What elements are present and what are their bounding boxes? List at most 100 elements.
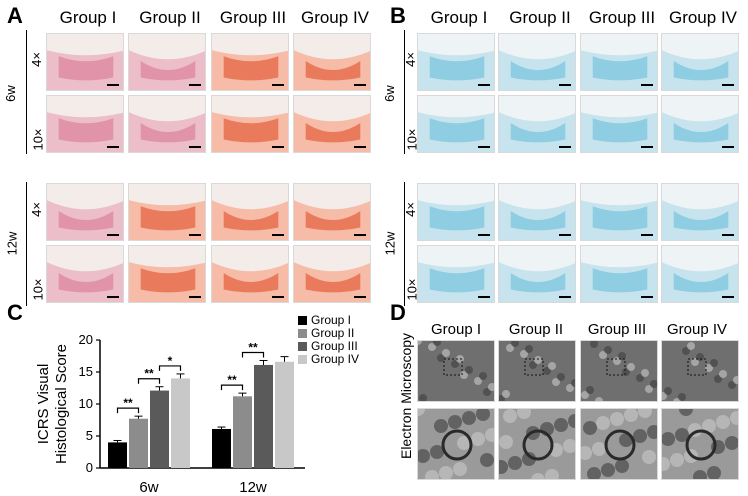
bar-6w-group-i bbox=[108, 442, 127, 468]
significance-bracket bbox=[241, 351, 265, 358]
panel-a-tile-r3-c4 bbox=[293, 183, 371, 241]
panel-b-tile-r4-c4 bbox=[661, 245, 739, 303]
panel-b-group2-header: Group II bbox=[509, 8, 571, 27]
legend-swatch bbox=[298, 329, 307, 338]
panel-a-group1-header: Group I bbox=[59, 8, 117, 27]
panel-a-6w-4x-label: 4× bbox=[28, 52, 44, 67]
panel-b-group3-header: Group III bbox=[588, 8, 656, 27]
bar-6w-group-iv bbox=[171, 378, 190, 468]
panel-a-12w-bracket bbox=[26, 182, 27, 306]
panel-a-tile-r1-c4 bbox=[293, 33, 371, 91]
y-tick-label: 5 bbox=[86, 428, 93, 443]
panel-b-tile-r4-c3 bbox=[580, 245, 658, 303]
x-tick-label: 12w bbox=[239, 479, 267, 496]
panel-c-letter: C bbox=[7, 300, 23, 325]
panel-a-6w-10x-label: 10× bbox=[30, 128, 46, 151]
panel-a-tile-r3-c3 bbox=[211, 183, 289, 241]
significance-bracket bbox=[158, 365, 182, 371]
panel-a-letter: A bbox=[7, 3, 23, 28]
panel-d-em-zoom-g2 bbox=[498, 408, 576, 480]
panel-b-letter: B bbox=[390, 3, 406, 28]
significance-label: ** bbox=[248, 340, 258, 354]
panel-a-tile-r1-c1 bbox=[46, 33, 124, 91]
panel-d-letter: D bbox=[390, 300, 406, 325]
panel-b-6w-label: 6w bbox=[381, 85, 397, 102]
panel-a-tile-r3-c2 bbox=[128, 183, 206, 241]
significance-label: ** bbox=[123, 396, 133, 410]
panel-b-group1-header: Group I bbox=[430, 8, 488, 27]
panel-d-group1-header: Group I bbox=[430, 321, 482, 338]
panel-c-chart: 0 5 10 15 20 ICRS Visual Histological Score 6w 1… bbox=[35, 313, 359, 496]
panel-d-em-zoom-g1 bbox=[417, 408, 495, 480]
panel-a-group4-header: Group IV bbox=[300, 8, 370, 27]
legend-label: Group II bbox=[311, 326, 354, 340]
y-tick-label: 15 bbox=[79, 364, 93, 379]
panel-b-tile-r2-c4 bbox=[661, 95, 739, 153]
significance-bracket bbox=[220, 384, 244, 391]
y-tick-label: 20 bbox=[79, 332, 93, 347]
panel-b-tile-r4-c2 bbox=[498, 245, 576, 303]
panel-d-em-zoom-g3 bbox=[580, 408, 658, 480]
panel-a-6w-bracket bbox=[26, 30, 27, 154]
legend-swatch bbox=[298, 316, 307, 325]
panel-a-tile-r3-c1 bbox=[46, 183, 124, 241]
bar-12w-group-i bbox=[212, 428, 231, 468]
panel-d-em-overview-g4 bbox=[661, 340, 739, 402]
panel-b-tile-r3-c4 bbox=[661, 183, 739, 241]
panel-a-tile-r4-c3 bbox=[211, 245, 289, 303]
legend-swatch bbox=[298, 355, 307, 364]
panel-d-group3-header: Group III bbox=[587, 321, 647, 338]
panel-a-tile-r2-c2 bbox=[128, 95, 206, 153]
panel-a-6w-label: 6w bbox=[2, 85, 18, 102]
panel-b-12w-bracket bbox=[404, 182, 405, 306]
panel-b-group4-header: Group IV bbox=[668, 8, 738, 27]
panel-b-tile-r2-c3 bbox=[580, 95, 658, 153]
panel-a-tile-r4-c1 bbox=[46, 245, 124, 303]
x-tick-label: 6w bbox=[139, 479, 158, 496]
panel-a-12w-10x-label: 10× bbox=[30, 278, 46, 301]
bar-12w-group-iv bbox=[275, 361, 294, 468]
panel-b-tile-r2-c2 bbox=[498, 95, 576, 153]
panel-a-tile-r2-c4 bbox=[293, 95, 371, 153]
legend-label: Group III bbox=[311, 339, 358, 353]
panel-d-group2-header: Group II bbox=[508, 321, 564, 338]
legend-label: Group I bbox=[311, 313, 351, 327]
y-axis-label: Histological Score bbox=[53, 344, 70, 464]
y-axis-label: ICRS Visual bbox=[35, 364, 52, 445]
panel-a-group3-header: Group III bbox=[219, 8, 287, 27]
panel-d-side-label: Electron Microscopy bbox=[398, 332, 415, 460]
panel-b-tile-r1-c3 bbox=[580, 33, 658, 91]
bar-12w-group-iii bbox=[254, 364, 273, 468]
panel-b-tile-r4-c1 bbox=[417, 245, 495, 303]
panel-b-12w-label: 12w bbox=[382, 231, 398, 256]
bar-12w-group-ii bbox=[233, 396, 252, 468]
legend-swatch bbox=[298, 342, 307, 351]
panel-d-em-overview-g2 bbox=[498, 340, 576, 402]
panel-b-tile-r1-c1 bbox=[417, 33, 495, 91]
panel-a-tile-r4-c4 bbox=[293, 245, 371, 303]
panel-a-tile-r1-c3 bbox=[211, 33, 289, 91]
bar-6w-group-iii bbox=[150, 390, 169, 468]
panel-b-tile-r3-c1 bbox=[417, 183, 495, 241]
panel-d-em-zoom-g4 bbox=[661, 408, 739, 480]
panel-d-group4-header: Group IV bbox=[666, 321, 728, 338]
panel-a-tile-r2-c3 bbox=[211, 95, 289, 153]
panel-a-tile-r1-c2 bbox=[128, 33, 206, 91]
panel-a-12w-label: 12w bbox=[4, 231, 20, 256]
panel-d-em-overview-g3 bbox=[580, 340, 658, 402]
significance-bracket bbox=[116, 407, 140, 414]
significance-label: ** bbox=[144, 367, 154, 381]
panel-a-group2-header: Group II bbox=[139, 8, 201, 27]
panel-b-tile-r1-c2 bbox=[498, 33, 576, 91]
panel-a-tile-r2-c1 bbox=[46, 95, 124, 153]
panel-b-6w-bracket bbox=[404, 30, 405, 154]
panel-d-em-overview-g1 bbox=[417, 340, 495, 402]
panel-b-12w-4x-label: 4× bbox=[402, 202, 418, 217]
panel-b-6w-4x-label: 4× bbox=[402, 52, 418, 67]
panel-a-tile-r4-c2 bbox=[128, 245, 206, 303]
significance-label: ** bbox=[227, 373, 237, 387]
significance-bracket bbox=[137, 378, 161, 384]
panel-b-tile-r3-c2 bbox=[498, 183, 576, 241]
panel-b-tile-r2-c1 bbox=[417, 95, 495, 153]
bar-6w-group-ii bbox=[129, 418, 148, 468]
